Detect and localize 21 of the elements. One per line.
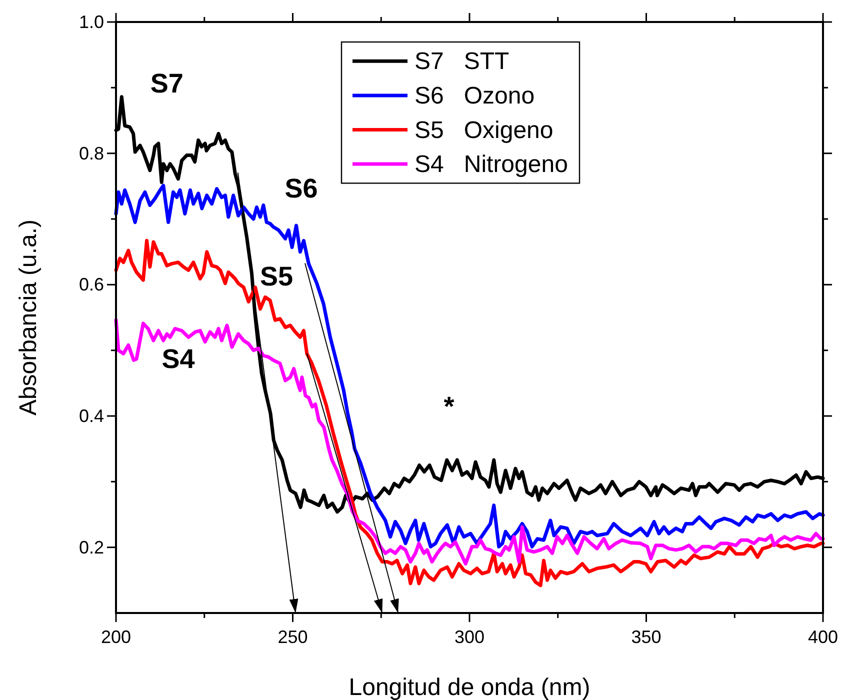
x-axis-title: Longitud de onda (nm) (348, 674, 590, 700)
legend-label: S7 STT (414, 48, 510, 75)
annotation: S5 (260, 262, 294, 292)
legend-label: S4 Nitrogeno (414, 150, 568, 178)
y-axis-title: Absorbancia (u.a.) (14, 219, 42, 416)
annotation: S6 (284, 174, 318, 204)
x-tick-label: 350 (631, 627, 662, 647)
y-tick-label: 0.6 (78, 274, 104, 295)
x-tick-label: 300 (454, 627, 485, 647)
annotation: S7 (150, 68, 184, 98)
y-tick-label: 1.0 (78, 12, 104, 32)
legend-label: S6 Ozono (414, 82, 535, 109)
x-tick-label: 400 (808, 627, 838, 647)
legend-label: S5 Oxigeno (414, 116, 554, 144)
y-tick-label: 0.4 (78, 406, 104, 426)
x-tick-label: 200 (100, 627, 132, 647)
y-tick-label: 0.8 (78, 143, 104, 164)
x-tick-label: 250 (278, 627, 308, 647)
annotation: S4 (162, 344, 195, 374)
annotation: * (444, 392, 455, 422)
y-tick-label: 0.2 (78, 537, 104, 558)
